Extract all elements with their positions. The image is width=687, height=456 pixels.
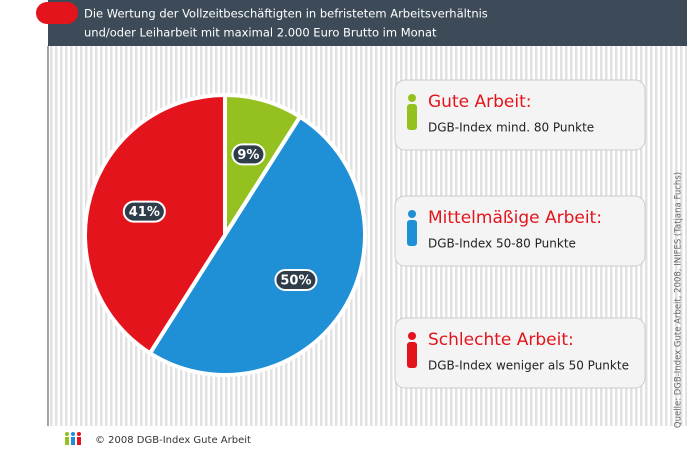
legend-description: DGB-Index weniger als 50 Punkte: [428, 359, 629, 373]
pie: 9% 50% 41%: [85, 95, 365, 375]
value-label: 9%: [237, 148, 259, 163]
legend-description: DGB-Index mind. 80 Punkte: [428, 121, 594, 135]
legend-box: [395, 196, 645, 266]
value-label: 50%: [280, 274, 311, 289]
legend-description: DGB-Index 50-80 Punkte: [428, 237, 576, 251]
legend-category: Gute Arbeit:: [428, 92, 531, 112]
legend-icon-head: [408, 210, 416, 218]
title-line: Die Wertung der Vollzeitbeschäftigten in…: [84, 7, 488, 21]
legend-icon-head: [408, 332, 416, 340]
footer-logo: [65, 432, 81, 445]
legend-box: [395, 80, 645, 150]
legend-icon-body: [407, 104, 417, 130]
title-line: und/oder Leiharbeit mit maximal 2.000 Eu…: [84, 26, 437, 40]
header-tab: [36, 2, 78, 24]
infographic: Die Wertung der Vollzeitbeschäftigten in…: [0, 0, 687, 456]
legend-category: Schlechte Arbeit:: [428, 330, 574, 350]
value-label: 41%: [129, 205, 160, 220]
legend-icon-body: [407, 220, 417, 246]
legend: Gute Arbeit: DGB-Index mind. 80 Punkte Mit…: [395, 80, 645, 388]
legend-icon-body: [407, 342, 417, 368]
legend-category: Mittelmäßige Arbeit:: [428, 208, 602, 228]
legend-box: [395, 318, 645, 388]
footer-text: © 2008 DGB-Index Gute Arbeit: [95, 435, 251, 446]
source-note: Quelle: DGB-Index Gute Arbeit, 2008, INI…: [674, 172, 684, 428]
legend-icon-head: [408, 94, 416, 102]
